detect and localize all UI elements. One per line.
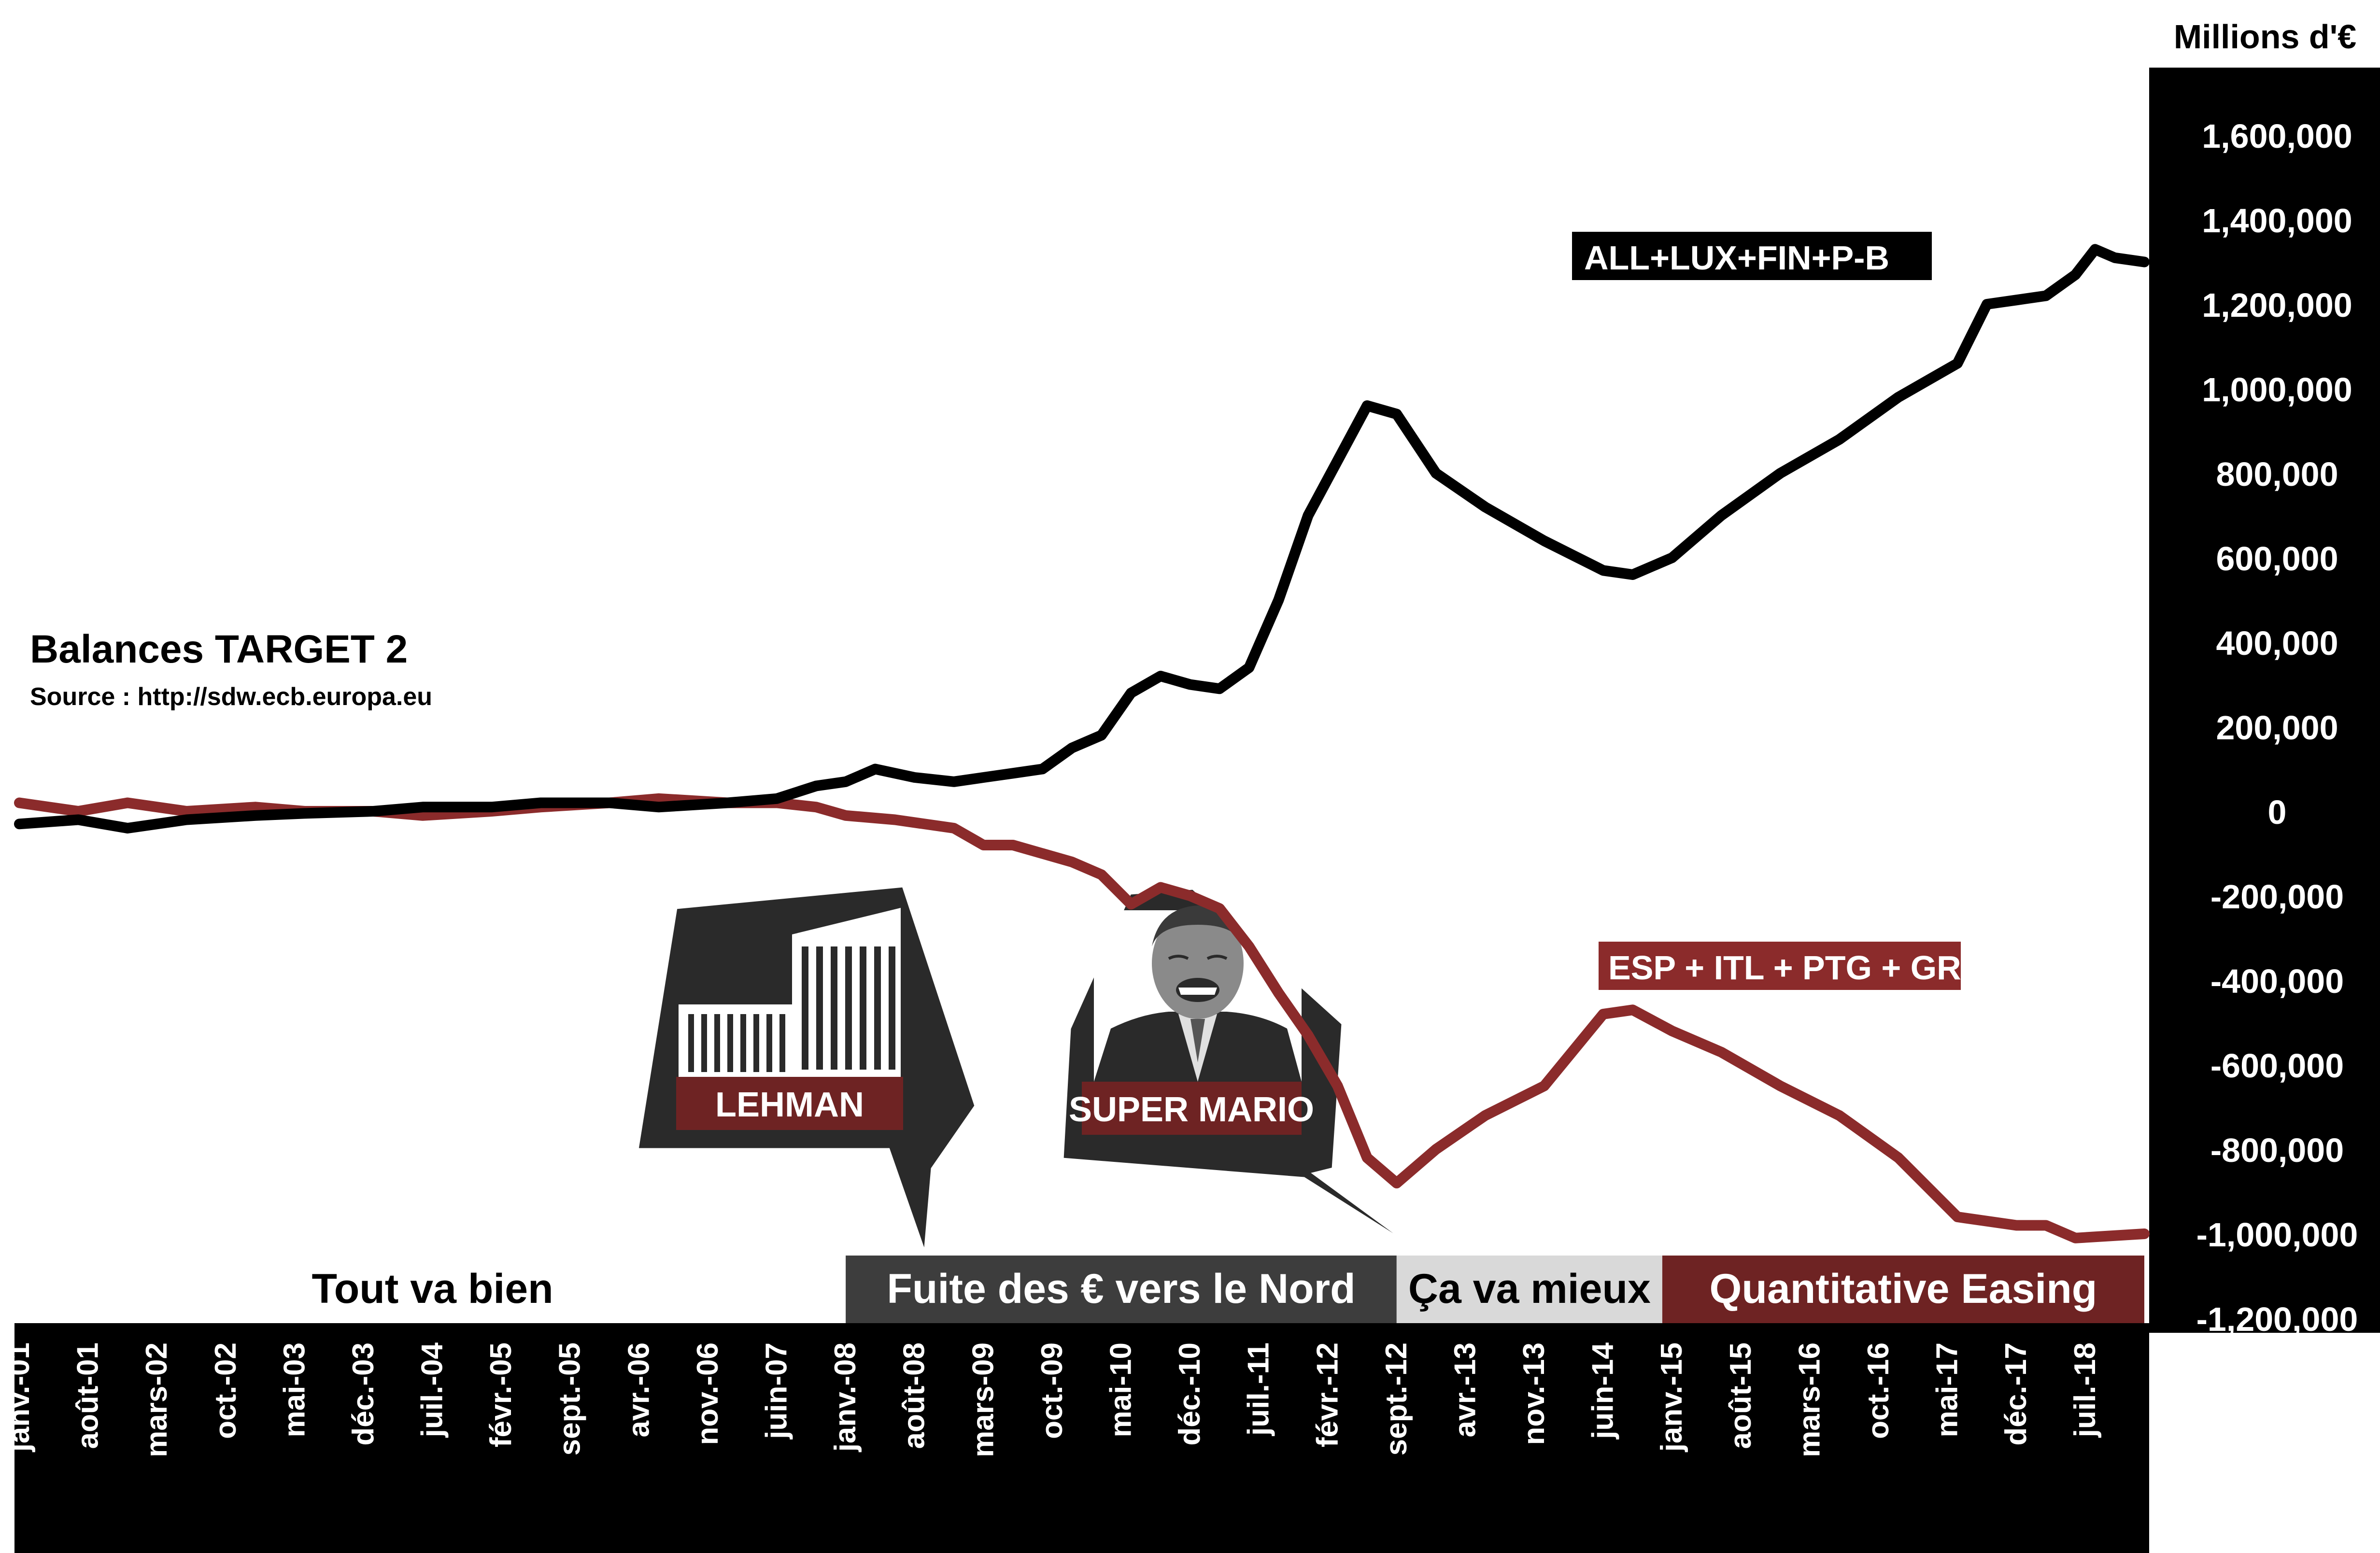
period-label: Quantitative Easing — [1709, 1266, 2097, 1312]
x-tick-label: juil.-11 — [1242, 1342, 1275, 1436]
x-tick-label: févr.-05 — [484, 1342, 518, 1447]
series-label-north-text: ALL+LUX+FIN+P-B — [1584, 239, 1889, 277]
y-tick-labels: 1,600,000 1,400,000 1,200,000 1,000,000 800,… — [2196, 117, 2358, 1338]
callout-lehman-label: LEHMAN — [715, 1086, 864, 1124]
building-icon — [679, 908, 901, 1077]
x-tick-label: oct.-02 — [209, 1342, 242, 1439]
x-tick-label: sept.-12 — [1380, 1342, 1413, 1455]
x-tick-label: mars-09 — [966, 1342, 1000, 1457]
series-line-all-lux-fin-pb — [14, 244, 2150, 833]
x-tick-label: déc.-17 — [1999, 1342, 2033, 1446]
x-tick-label: avr.-13 — [1448, 1342, 1482, 1438]
x-tick-label: janv.-15 — [1655, 1342, 1688, 1452]
y-tick-label: -1,000,000 — [2196, 1216, 2358, 1254]
x-tick-label: juin-07 — [760, 1342, 793, 1440]
y-tick-label: -800,000 — [2210, 1131, 2344, 1169]
y-tick-label: 800,000 — [2216, 455, 2338, 493]
x-tick-label: oct.-09 — [1035, 1342, 1069, 1439]
y-tick-label: 1,200,000 — [2202, 286, 2352, 324]
portrait-icon — [1094, 905, 1302, 1082]
x-tick-label: juil.-18 — [2068, 1342, 2102, 1438]
period-label: Ça va mieux — [1408, 1266, 1651, 1312]
y-tick-label: 600,000 — [2216, 540, 2338, 578]
period-label: Tout va bien — [312, 1266, 553, 1312]
x-tick-label: oct.-16 — [1862, 1342, 1895, 1439]
x-tick-label: nov.-06 — [691, 1342, 724, 1445]
y-tick-label: 1,400,000 — [2202, 202, 2352, 240]
period-band — [846, 1256, 1397, 1323]
y-tick-label: 1,000,000 — [2202, 371, 2352, 409]
x-tick-label: juil.-04 — [416, 1342, 449, 1438]
x-tick-label: nov.-13 — [1517, 1342, 1551, 1445]
x-tick-label: août-08 — [898, 1342, 931, 1449]
x-tick-label: janv.-08 — [829, 1342, 862, 1452]
x-tick-label: avr.-06 — [622, 1342, 655, 1438]
y-tick-label: 0 — [2268, 793, 2287, 831]
x-tick-label: août-01 — [71, 1342, 105, 1449]
callout-super-mario: SUPER MARIO — [1061, 887, 1423, 1255]
x-tick-label: janv.-01 — [2, 1342, 36, 1452]
y-tick-label: -400,000 — [2210, 962, 2344, 1000]
x-tick-label: mai-17 — [1931, 1342, 1964, 1437]
y-tick-label: -1,200,000 — [2196, 1300, 2358, 1338]
series-label-south: ESP + ITL + PTG + GRE — [1599, 942, 1983, 990]
period-bands: Tout va bien Fuite des € vers le Nord Ça v… — [19, 1256, 2144, 1323]
x-tick-label: mars-16 — [1793, 1342, 1826, 1457]
x-tick-label: juin-14 — [1587, 1342, 1620, 1439]
chart-subtitle: Source : http://sdw.ecb.europa.eu — [30, 683, 432, 711]
callout-super-mario-label-box — [1082, 1082, 1302, 1135]
x-axis-panel — [14, 1323, 2149, 1553]
y-tick-label: 1,600,000 — [2202, 117, 2352, 155]
period-band — [1662, 1256, 2144, 1323]
series-label-north-box — [1572, 232, 1932, 280]
x-tick-label: mai-03 — [278, 1342, 311, 1437]
x-tick-label: août-15 — [1724, 1342, 1757, 1449]
period-label: Fuite des € vers le Nord — [887, 1266, 1355, 1312]
series-label-south-text: ESP + ITL + PTG + GRE — [1608, 949, 1983, 987]
chart-title: Balances TARGET 2 — [30, 627, 408, 671]
x-tick-labels: janv.-01 août-01 mars-02 oct.-02 mai-03 déc.-… — [2, 1342, 2102, 1457]
x-tick-label: sept.-05 — [553, 1342, 587, 1455]
x-tick-label: févr.-12 — [1311, 1342, 1344, 1447]
x-tick-label: mars-02 — [140, 1342, 173, 1457]
callout-super-mario-label: SUPER MARIO — [1069, 1090, 1314, 1129]
y-axis-panel — [2149, 68, 2380, 1333]
x-tick-label: déc.-03 — [347, 1342, 380, 1446]
y-axis-unit-label: Millions d'€ — [2174, 18, 2356, 56]
y-tick-label: -200,000 — [2210, 878, 2344, 916]
series-label-north: ALL+LUX+FIN+P-B — [1572, 232, 1932, 280]
x-tick-label: mai-10 — [1105, 1342, 1138, 1437]
y-tick-label: 200,000 — [2216, 709, 2338, 747]
y-tick-label: -600,000 — [2210, 1047, 2344, 1085]
series-label-south-box — [1599, 942, 1961, 990]
period-band — [1396, 1256, 1662, 1323]
period-band — [19, 1256, 846, 1323]
x-tick-label: déc.-10 — [1173, 1342, 1206, 1446]
callout-lehman: LEHMAN — [636, 885, 977, 1254]
callout-lehman-label-box — [676, 1077, 903, 1130]
y-tick-label: 400,000 — [2216, 624, 2338, 662]
